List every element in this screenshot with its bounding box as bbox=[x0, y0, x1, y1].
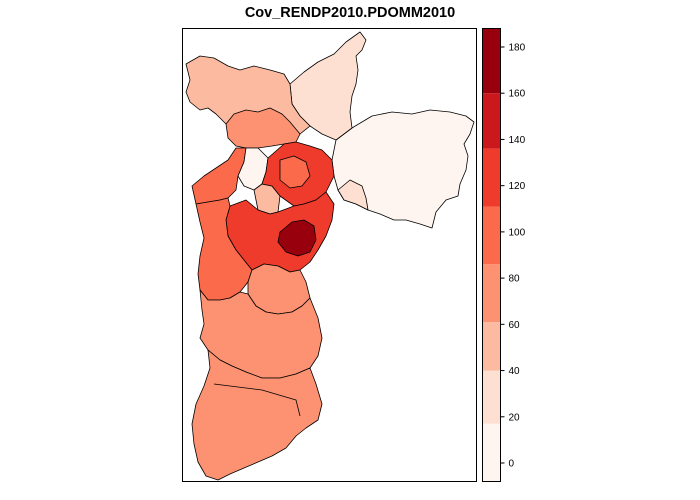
map-title: Cov_RENDP2010.PDOMM2010 bbox=[245, 5, 455, 21]
legend-tick-label: 120 bbox=[509, 181, 526, 192]
legend-tick-label: 40 bbox=[509, 366, 521, 377]
district-east-pale bbox=[337, 179, 369, 211]
district-far-south bbox=[191, 349, 323, 481]
map-frame bbox=[182, 28, 477, 482]
legend-bin-4 bbox=[482, 206, 501, 265]
legend-bin-1 bbox=[482, 370, 501, 424]
district-hotspot bbox=[277, 219, 317, 257]
legend-bins bbox=[482, 28, 501, 482]
legend-tick-label: 80 bbox=[509, 274, 521, 285]
legend-tick-label: 0 bbox=[509, 459, 515, 470]
legend-frame bbox=[482, 28, 501, 482]
legend-tick-label: 100 bbox=[509, 227, 526, 238]
district-north bbox=[289, 31, 367, 141]
legend-bin-2 bbox=[482, 322, 501, 371]
legend-bin-3 bbox=[482, 264, 501, 323]
map-regions bbox=[185, 31, 475, 481]
legend-bin-6 bbox=[482, 93, 501, 149]
legend-tick-label: 60 bbox=[509, 320, 521, 331]
legend-bin-0 bbox=[482, 423, 501, 482]
district-north-inner bbox=[225, 107, 301, 149]
district-far-south-line bbox=[213, 383, 301, 417]
legend-bin-5 bbox=[482, 148, 501, 207]
legend-bin-7 bbox=[482, 28, 501, 94]
legend-tick-label: 180 bbox=[509, 42, 526, 53]
legend-tick-label: 160 bbox=[509, 89, 526, 100]
legend-ticks: 0 20 40 60 80 100 120 140 160 180 bbox=[500, 42, 526, 470]
legend-tick-label: 140 bbox=[509, 135, 526, 146]
legend-tick-label: 20 bbox=[509, 412, 521, 423]
district-east bbox=[331, 109, 475, 229]
legend: 0 20 40 60 80 100 120 140 160 180 bbox=[482, 28, 526, 482]
district-central-inner bbox=[279, 155, 311, 189]
